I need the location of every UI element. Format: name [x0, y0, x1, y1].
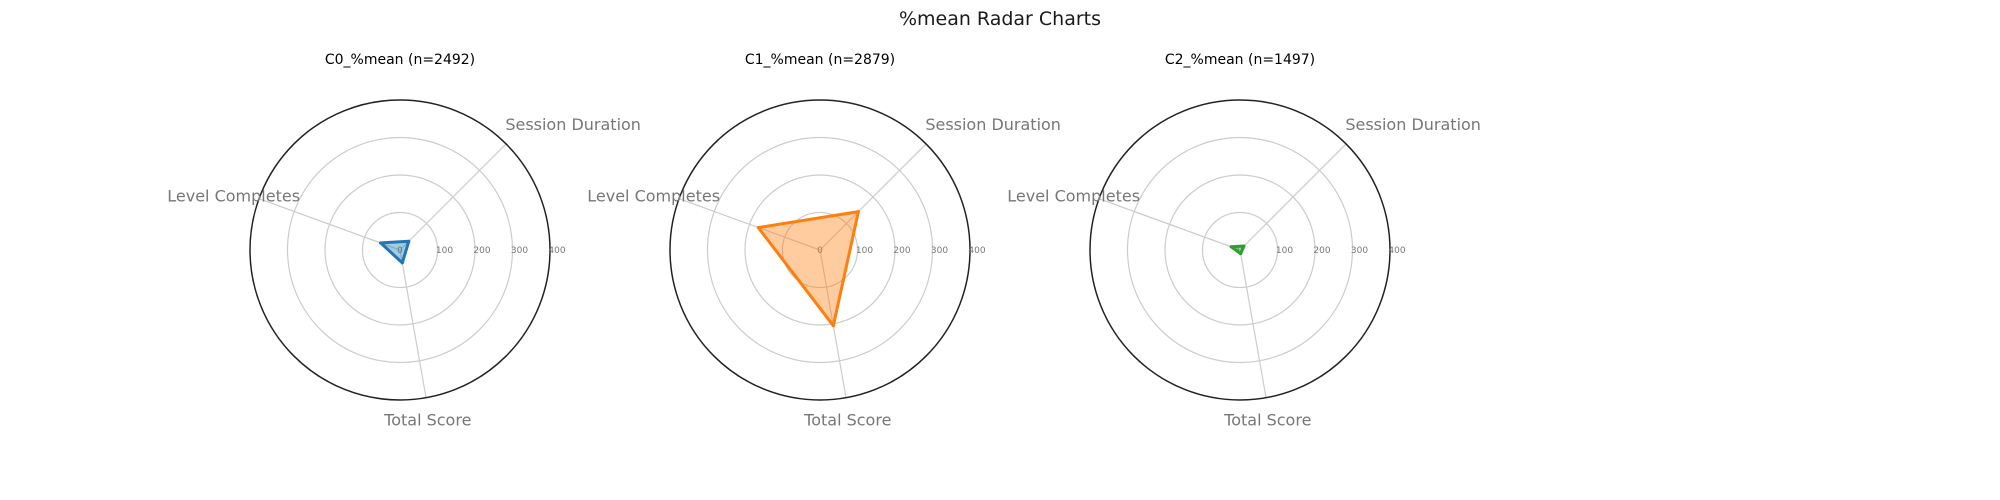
- data-point: [856, 210, 860, 214]
- axis-label: Session Duration: [505, 115, 641, 134]
- axis-label: Total Score: [803, 411, 891, 430]
- data-point: [831, 324, 835, 328]
- axis-label: Level Completes: [587, 186, 720, 205]
- radar-panel-c2: C2_%mean (n=1497) 0 100 200 300 400 Session D…: [1007, 52, 1481, 430]
- data-point: [1229, 245, 1233, 249]
- grid-ring: [706, 136, 934, 364]
- grid-ring: [1201, 211, 1279, 289]
- grid-ring: [361, 211, 439, 289]
- axis-label: Level Completes: [167, 186, 300, 205]
- r-tick-label: 400: [968, 246, 985, 256]
- r-tick-label: 300: [511, 246, 528, 256]
- axis-label: Total Score: [383, 411, 471, 430]
- r-tick-label: 200: [893, 246, 910, 256]
- axis-label: Session Duration: [925, 115, 1061, 134]
- r-tick-label: 200: [1313, 246, 1330, 256]
- data-point: [756, 226, 760, 230]
- r-tick-label: 300: [931, 246, 948, 256]
- r-tick-label: 0: [1237, 246, 1243, 256]
- r-tick-label: 400: [1388, 246, 1405, 256]
- grid-ring: [1126, 136, 1354, 364]
- outer-ring: [249, 99, 551, 401]
- r-tick-label: 100: [436, 246, 453, 256]
- data-point: [379, 241, 383, 245]
- panel-title: C0_%mean (n=2492): [325, 52, 475, 68]
- axis-spoke: [1239, 143, 1347, 251]
- r-tick-label: 400: [548, 246, 565, 256]
- panel-title: C1_%mean (n=2879): [745, 52, 895, 68]
- axis-spoke: [678, 198, 821, 251]
- data-point: [407, 239, 411, 243]
- r-tick-label: 0: [397, 246, 403, 256]
- r-tick-label: 100: [1276, 246, 1293, 256]
- outer-ring: [669, 99, 971, 401]
- axis-spoke: [399, 143, 507, 251]
- r-tick-label: 200: [473, 246, 490, 256]
- outer-ring: [1089, 99, 1391, 401]
- axis-spoke: [1098, 198, 1241, 251]
- r-tick-label: 100: [856, 246, 873, 256]
- figure-title: %mean Radar Charts: [899, 8, 1101, 30]
- axis-label: Session Duration: [1345, 115, 1481, 134]
- axis-label: Total Score: [1223, 411, 1311, 430]
- series-polygon: [1229, 244, 1246, 256]
- axis-spoke: [1239, 249, 1267, 398]
- data-point: [1242, 244, 1246, 248]
- radar-panel-c1: C1_%mean (n=2879) 0 100 200 300 400 Session D…: [587, 52, 1061, 430]
- axis-spoke: [399, 249, 427, 398]
- grid-ring: [1164, 174, 1316, 326]
- series-polygon: [756, 210, 860, 328]
- grid-ring: [744, 174, 896, 326]
- grid-ring: [781, 211, 859, 289]
- axis-spoke: [819, 143, 927, 251]
- r-tick-label: 0: [817, 246, 823, 256]
- data-point: [1239, 252, 1243, 256]
- grid-ring: [286, 136, 514, 364]
- data-point: [400, 261, 404, 265]
- grid-ring: [324, 174, 476, 326]
- panel-title: C2_%mean (n=1497): [1165, 52, 1315, 68]
- series-polygon: [379, 239, 411, 265]
- axis-label: Level Completes: [1007, 186, 1140, 205]
- radar-panel-c0: C0_%mean (n=2492) 0 100 200 300 400 Session D…: [167, 52, 641, 430]
- r-tick-label: 300: [1351, 246, 1368, 256]
- axis-spoke: [258, 198, 401, 251]
